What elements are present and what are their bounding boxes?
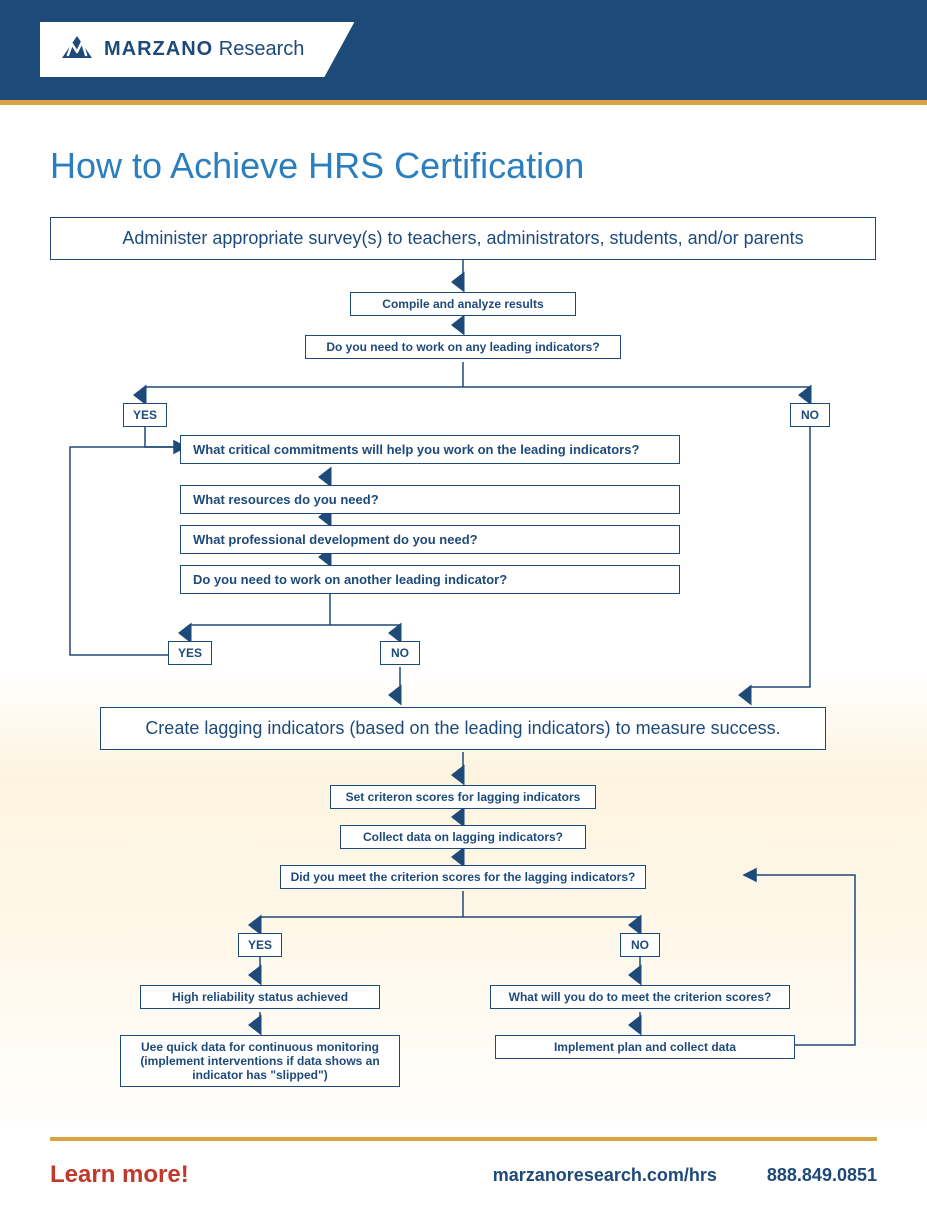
node-what-will-you-do: What will you do to meet the criterion s…: [490, 985, 790, 1009]
cta-learn-more[interactable]: Learn more!: [50, 1161, 189, 1189]
flowchart: Administer appropriate survey(s) to teac…: [50, 217, 877, 1127]
node-administer-survey: Administer appropriate survey(s) to teac…: [50, 217, 876, 260]
footer: Learn more! marzanoresearch.com/hrs 888.…: [50, 1137, 877, 1229]
footer-url[interactable]: marzanoresearch.com/hrs: [493, 1165, 717, 1186]
node-no-3: NO: [620, 933, 660, 957]
node-set-criterion: Set criteron scores for lagging indicato…: [330, 785, 596, 809]
node-no-1: NO: [790, 403, 830, 427]
node-no-2: NO: [380, 641, 420, 665]
footer-phone[interactable]: 888.849.0851: [767, 1165, 877, 1186]
node-leading-question: Do you need to work on any leading indic…: [305, 335, 621, 359]
logo-mark-icon: [60, 32, 94, 67]
node-high-reliability: High reliability status achieved: [140, 985, 380, 1009]
node-quick-data: Uee quick data for continuous monitoring…: [120, 1035, 400, 1087]
node-create-lagging: Create lagging indicators (based on the …: [100, 707, 826, 750]
node-prof-dev: What professional development do you nee…: [180, 525, 680, 554]
node-compile-analyze: Compile and analyze results: [350, 292, 576, 316]
node-implement-plan: Implement plan and collect data: [495, 1035, 795, 1059]
header-bar: MARZANO Research: [0, 0, 927, 100]
node-meet-criterion: Did you meet the criterion scores for th…: [280, 865, 646, 889]
node-collect-data: Collect data on lagging indicators?: [340, 825, 586, 849]
node-critical-commitments: What critical commitments will help you …: [180, 435, 680, 464]
node-yes-2: YES: [168, 641, 212, 665]
node-yes-3: YES: [238, 933, 282, 957]
node-yes-1: YES: [123, 403, 167, 427]
page-title: How to Achieve HRS Certification: [50, 145, 877, 187]
logo: MARZANO Research: [40, 22, 354, 77]
node-resources: What resources do you need?: [180, 485, 680, 514]
node-another-indicator: Do you need to work on another leading i…: [180, 565, 680, 594]
logo-text: MARZANO Research: [104, 38, 304, 61]
